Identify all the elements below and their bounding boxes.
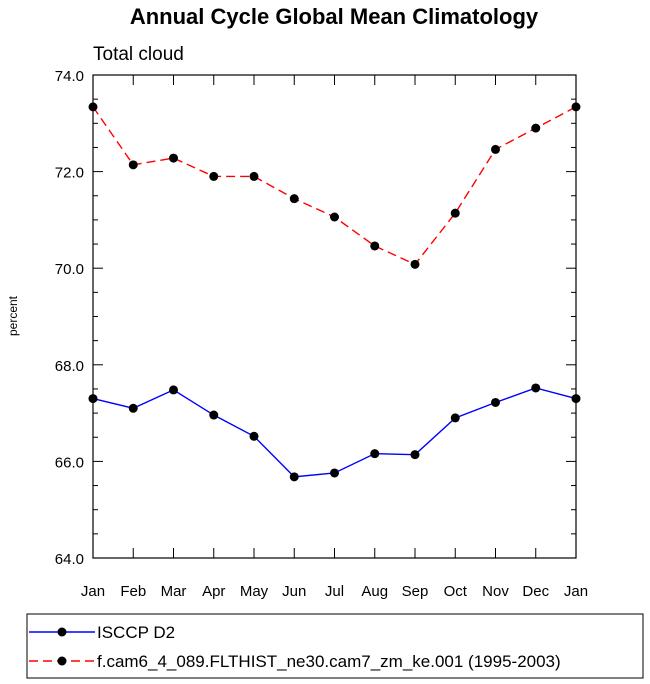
series-0-point [370, 449, 380, 459]
x-tick-label: Jan [81, 583, 105, 600]
y-tick-label: 72.0 [55, 165, 84, 182]
x-tick-label: May [240, 583, 269, 600]
plot-frame [92, 74, 577, 559]
legend-swatch-marker-1 [57, 656, 67, 666]
x-tick-label: Aug [361, 583, 388, 600]
series-1-point [289, 194, 299, 204]
series-1-point [330, 212, 339, 222]
series-0-point [531, 383, 541, 393]
legend-entry-label: f.cam6_4_089.FLTHIST_ne30.cam7_zm_ke.001… [97, 652, 561, 671]
legend-box [26, 613, 644, 679]
x-tick-label: Feb [120, 583, 146, 600]
y-axis-label: percent [6, 295, 20, 336]
x-tick-label: Mar [161, 583, 187, 600]
series-0-point [491, 397, 500, 407]
series-1-point [410, 259, 420, 269]
x-tick-label: Sep [402, 583, 429, 600]
legend: ISCCP D2 f.cam6_4_089.FLTHIST_ne30.cam7_z… [26, 613, 644, 679]
chart-title: Annual Cycle Global Mean Climatology [130, 4, 539, 29]
series-1-point [88, 102, 98, 112]
series-0-point [249, 431, 259, 441]
series-0-point [410, 450, 420, 460]
series-0-point [330, 468, 339, 478]
legend-entry-label: ISCCP D2 [97, 623, 175, 642]
y-tick-label: 66.0 [55, 454, 84, 471]
series-0-point [209, 410, 219, 420]
chart-subtitle: Total cloud [93, 44, 184, 65]
series-1-point [491, 144, 500, 154]
x-tick-label: Dec [522, 583, 549, 600]
series-1-point [571, 102, 581, 112]
series-0-point [450, 413, 460, 423]
y-tick-label: 68.0 [55, 358, 84, 375]
x-tick-label: Nov [482, 583, 509, 600]
x-tick-label: Jan [564, 583, 588, 600]
series-0-point [571, 394, 581, 404]
x-tick-label: Apr [202, 583, 225, 600]
x-tick-label: Oct [444, 583, 468, 600]
x-tick-label: Jul [325, 583, 344, 600]
legend-swatch-marker-0 [57, 627, 67, 637]
series-1-point [450, 208, 460, 218]
y-tick-label: 74.0 [55, 68, 84, 85]
series-1-point [370, 241, 380, 251]
series-1-point [531, 123, 541, 133]
series-0-point [289, 472, 299, 482]
x-tick-label: Jun [282, 583, 306, 600]
y-tick-label: 64.0 [55, 551, 84, 568]
series-0-point [88, 394, 98, 404]
plot-area: Jan Feb Mar Apr May Jun Jul Aug Sep Oct Nov Dec Jan 6… [55, 68, 588, 600]
series-0-point [169, 385, 178, 395]
series-0-point [128, 403, 138, 413]
y-tick-label: 70.0 [55, 261, 84, 278]
series-1-point [169, 153, 178, 163]
series-1-point [209, 171, 219, 181]
series-line-1 [92, 106, 577, 266]
series-line-0 [92, 387, 577, 478]
series-1-point [249, 171, 259, 181]
series-1-point [128, 160, 138, 170]
